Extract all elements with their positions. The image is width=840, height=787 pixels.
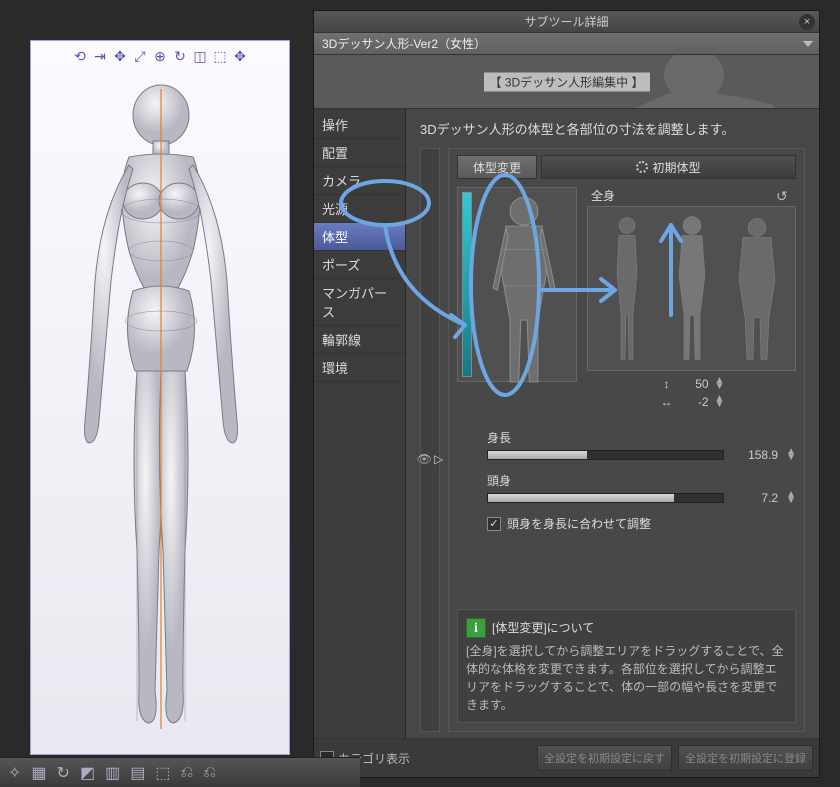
- sidebar-item[interactable]: 輪郭線: [314, 326, 405, 354]
- tab-change-body[interactable]: 体型変更: [457, 155, 537, 179]
- stepper-icon[interactable]: ▲▼: [786, 492, 796, 504]
- loading-icon: [636, 161, 648, 173]
- body-grid[interactable]: [587, 206, 796, 371]
- canvas-area[interactable]: ⟲ ⇥ ✥ ⤢ ⊕ ↻ ◫ ⬚ ✥: [30, 40, 290, 755]
- cube-icon[interactable]: ⬚: [211, 47, 229, 65]
- tool-icon[interactable]: ↻: [57, 763, 70, 783]
- leftright-icon: ↔: [659, 395, 675, 409]
- expand-icon[interactable]: ▷: [434, 452, 443, 466]
- body-section: 👁 ▷ 体型変更 初期体型: [420, 148, 805, 732]
- sidebar-item[interactable]: 配置: [314, 139, 405, 167]
- scale-icon[interactable]: ◫: [191, 47, 209, 65]
- preview-strip: 【 3Dデッサン人形編集中 】: [314, 55, 819, 109]
- sidebar-item[interactable]: 環境: [314, 354, 405, 382]
- sidebar-item[interactable]: マンガパース: [314, 279, 405, 326]
- stepper-icon[interactable]: ▲▼: [786, 449, 796, 461]
- panel-footer: カテゴリ表示 全設定を初期設定に戻す 全設定を初期設定に登録: [314, 738, 819, 777]
- rotate-icon[interactable]: ⊕: [151, 47, 169, 65]
- info-icon: i: [466, 618, 486, 638]
- description: 3Dデッサン人形の体型と各部位の寸法を調整します。: [420, 119, 805, 138]
- tool-icon[interactable]: ▤: [130, 763, 145, 783]
- tab-row: 体型変更 初期体型: [457, 155, 796, 179]
- updown-icon: ↕: [659, 377, 675, 391]
- sidebar-item[interactable]: カメラ: [314, 167, 405, 195]
- spinners: ↕ 50 ▲▼ ↔ -2 ▲▼: [587, 377, 796, 409]
- figure-box: 全身 ↺: [457, 187, 796, 409]
- figure-3d[interactable]: [41, 81, 281, 741]
- checkbox[interactable]: ✓: [487, 517, 501, 531]
- sidebar-item[interactable]: 光源: [314, 195, 405, 223]
- eye-icon[interactable]: 👁: [417, 452, 432, 466]
- heads-slider-group: 頭身 7.2 ▲▼: [457, 472, 796, 505]
- visibility-column[interactable]: 👁 ▷: [420, 148, 440, 732]
- checkbox-label: 頭身を身長に合わせて調整: [507, 515, 651, 532]
- horizontal-spinner[interactable]: ↔ -2 ▲▼: [659, 395, 725, 409]
- stepper-icon[interactable]: ▲▼: [715, 396, 725, 408]
- stepper-icon[interactable]: ▲▼: [715, 378, 725, 390]
- subtool-name: 3Dデッサン人形-Ver2（女性）: [322, 35, 486, 52]
- vertical-spinner[interactable]: ↕ 50 ▲▼: [659, 377, 725, 391]
- checkbox-row[interactable]: ✓ 頭身を身長に合わせて調整: [487, 515, 796, 532]
- height-slider-group: 身長 158.9 ▲▼: [457, 429, 796, 462]
- reset-icon[interactable]: ↺: [776, 188, 792, 204]
- tool-icon[interactable]: ▥: [105, 763, 120, 783]
- controls-column: 体型変更 初期体型: [448, 148, 805, 732]
- subtool-tab[interactable]: 3Dデッサン人形-Ver2（女性）: [314, 33, 819, 55]
- tool-icon[interactable]: ▦: [31, 763, 46, 783]
- cam-orbit-icon[interactable]: ⟲: [71, 47, 89, 65]
- register-all-button[interactable]: 全設定を初期設定に登録: [678, 745, 813, 771]
- panel-title: サブツール詳細: [524, 13, 608, 30]
- orbit-icon[interactable]: ↻: [171, 47, 189, 65]
- object-toolbar: ⟲ ⇥ ✥ ⤢ ⊕ ↻ ◫ ⬚ ✥: [71, 47, 249, 65]
- full-body-block: 全身 ↺: [587, 187, 796, 409]
- heads-slider[interactable]: [487, 493, 724, 503]
- reset-all-button[interactable]: 全設定を初期設定に戻す: [537, 745, 672, 771]
- height-bar[interactable]: [462, 192, 472, 377]
- silhouette-box[interactable]: [457, 187, 577, 382]
- tab-reset-body[interactable]: 初期体型: [541, 155, 796, 179]
- tool-icon[interactable]: ⎌: [180, 764, 193, 782]
- height-slider[interactable]: [487, 450, 724, 460]
- info-body: [全身]を選択してから調整エリアをドラッグすることで、全体的な体格を変更できます…: [466, 642, 787, 714]
- info-box: i [体型変更]について [全身]を選択してから調整エリアをドラッグすることで、…: [457, 609, 796, 723]
- bottom-toolbar: ✧ ▦ ↻ ◩ ▥ ▤ ⬚ ⎌ ⎌: [0, 757, 360, 787]
- sidebar-item[interactable]: 体型: [314, 223, 405, 251]
- tool-icon[interactable]: ◩: [80, 763, 95, 783]
- sliders: 身長 158.9 ▲▼ 頭身: [457, 429, 796, 532]
- move-xy-icon[interactable]: ✥: [111, 47, 129, 65]
- full-body-label: 全身: [591, 187, 615, 204]
- height-label: 身長: [487, 429, 796, 446]
- tool-icon[interactable]: ⬚: [155, 763, 170, 783]
- sidebar: 操作配置カメラ光源体型ポーズマンガパース輪郭線環境: [314, 109, 406, 738]
- main-area: 3Dデッサン人形の体型と各部位の寸法を調整します。 👁 ▷ 体型変更: [406, 109, 819, 738]
- editing-label: 【 3Dデッサン人形編集中 】: [483, 72, 649, 91]
- info-title: [体型変更]について: [492, 619, 594, 637]
- heads-label: 頭身: [487, 472, 796, 489]
- height-value[interactable]: 158.9: [732, 448, 778, 462]
- panel-titlebar[interactable]: サブツール詳細 ×: [314, 11, 819, 33]
- tool-icon[interactable]: ✧: [8, 763, 21, 783]
- tool-icon[interactable]: ⎌: [203, 764, 216, 782]
- move-z-icon[interactable]: ⤢: [131, 47, 149, 65]
- heads-value[interactable]: 7.2: [732, 491, 778, 505]
- subtool-detail-panel: サブツール詳細 × 3Dデッサン人形-Ver2（女性） 【 3Dデッサン人形編集…: [313, 10, 820, 778]
- close-icon[interactable]: ×: [799, 14, 815, 30]
- sidebar-item[interactable]: ポーズ: [314, 251, 405, 279]
- move-all-icon[interactable]: ✥: [231, 47, 249, 65]
- sidebar-item[interactable]: 操作: [314, 111, 405, 139]
- panel-body: 操作配置カメラ光源体型ポーズマンガパース輪郭線環境 3Dデッサン人形の体型と各部…: [314, 109, 819, 738]
- move-x-icon[interactable]: ⇥: [91, 47, 109, 65]
